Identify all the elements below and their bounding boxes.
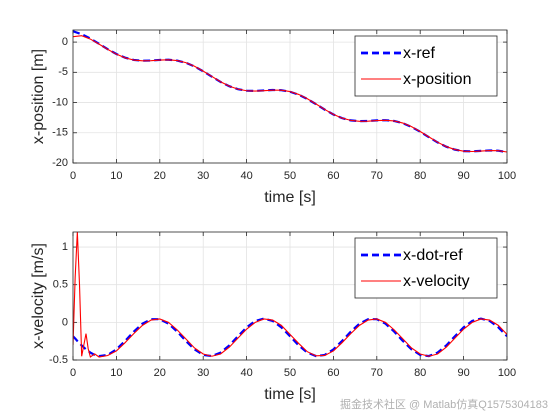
x-tick-label: 60	[327, 170, 339, 182]
data-line	[73, 317, 507, 358]
data-line	[73, 232, 507, 358]
y-tick-label: 0	[62, 36, 68, 48]
x-tick-label: 10	[110, 170, 122, 182]
axes-frame	[72, 29, 508, 164]
x-axis-label: time [s]	[264, 386, 316, 403]
x-tick-label: 100	[498, 170, 516, 182]
x-tick-label: 90	[457, 170, 469, 182]
x-tick-label: 0	[70, 170, 76, 182]
y-axis-label: x-position [m]	[30, 49, 47, 144]
x-tick-label: 90	[457, 367, 469, 379]
y-tick-label: -5	[58, 66, 68, 78]
y-axis-label: x-velocity [m/s]	[30, 243, 47, 349]
x-tick-label: 40	[240, 367, 252, 379]
y-tick-label: 0.5	[53, 279, 68, 291]
legend-label: x-position	[403, 71, 471, 88]
x-tick-label: 100	[498, 367, 516, 379]
x-tick-label: 20	[154, 170, 166, 182]
x-tick-label: 80	[414, 170, 426, 182]
legend-box	[354, 35, 498, 97]
x-tick-label: 70	[371, 170, 383, 182]
x-tick-label: 10	[110, 367, 122, 379]
y-tick-label: -0.5	[49, 354, 68, 366]
x-tick-label: 30	[197, 367, 209, 379]
watermark: 掘金技术社区 @ Matlab仿真Q1575304183	[340, 397, 548, 411]
legend-box	[354, 237, 498, 299]
x-tick-label: 0	[70, 367, 76, 379]
x-tick-label: 50	[284, 170, 296, 182]
series-group	[73, 30, 507, 154]
legend-label: x-ref	[403, 45, 436, 62]
legend-label: x-dot-ref	[403, 247, 463, 264]
y-tick-label: 0	[62, 316, 68, 328]
x-tick-label: 30	[197, 170, 209, 182]
y-tick-label: 1	[62, 241, 68, 253]
x-axis-label: time [s]	[264, 189, 316, 206]
x-tick-label: 20	[154, 367, 166, 379]
data-line	[73, 35, 507, 153]
x-tick-label: 60	[327, 367, 339, 379]
x-tick-label: 80	[414, 367, 426, 379]
axes-frame	[72, 231, 508, 361]
y-tick-label: -15	[52, 127, 68, 139]
y-tick-label: -10	[52, 96, 68, 108]
x-tick-label: 70	[371, 367, 383, 379]
x-tick-label: 50	[284, 367, 296, 379]
y-tick-label: -20	[52, 157, 68, 169]
x-tick-label: 40	[240, 170, 252, 182]
legend-label: x-velocity	[403, 273, 470, 290]
series-group	[73, 232, 507, 358]
